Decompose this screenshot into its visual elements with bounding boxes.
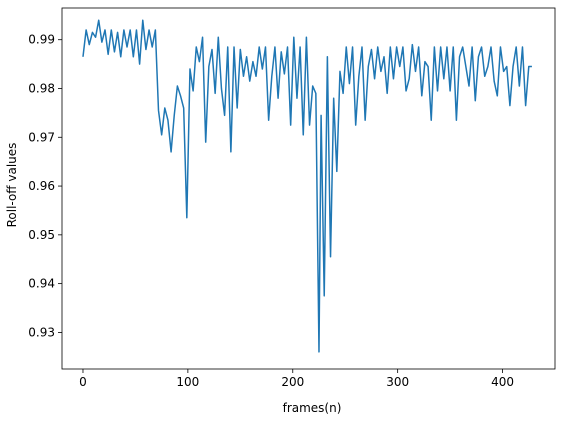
y-tick-label: 0.98: [28, 81, 55, 95]
x-tick-label: 100: [176, 375, 199, 389]
x-tick-label: 200: [281, 375, 304, 389]
y-axis-label: Roll-off values: [5, 143, 19, 228]
y-axis-ticks: 0.93 0.94 0.95 0.96 0.97 0.98 0.99: [28, 33, 62, 339]
y-tick-label: 0.93: [28, 325, 55, 339]
y-tick-label: 0.97: [28, 130, 55, 144]
x-tick-label: 300: [386, 375, 409, 389]
x-tick-label: 400: [491, 375, 514, 389]
x-axis-label: frames(n): [283, 401, 342, 415]
y-tick-label: 0.94: [28, 277, 55, 291]
y-tick-label: 0.95: [28, 228, 55, 242]
x-tick-label: 0: [79, 375, 87, 389]
y-tick-label: 0.99: [28, 33, 55, 47]
y-tick-label: 0.96: [28, 179, 55, 193]
axes-frame: [61, 7, 556, 370]
series-line: [82, 19, 532, 353]
plot-area: [61, 7, 556, 370]
x-axis-ticks: 0 100 200 300 400: [79, 369, 514, 389]
